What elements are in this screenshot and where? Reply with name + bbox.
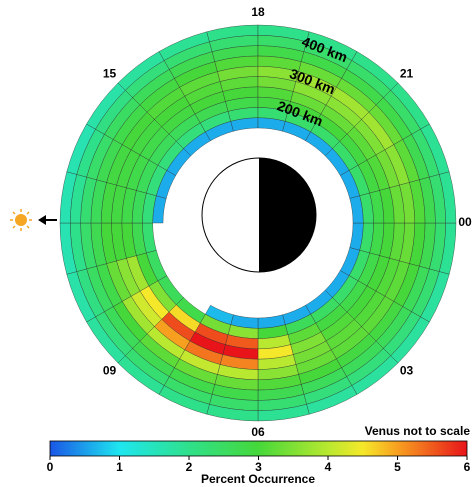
theta-tick-label: 09	[103, 364, 117, 378]
colorbar	[50, 441, 467, 456]
chart: Venus not to scale Percent Occurrence 18…	[0, 0, 474, 487]
colorbar-title: Percent Occurrence	[201, 472, 315, 486]
venus-night	[259, 158, 316, 272]
theta-tick-label: 18	[251, 5, 265, 19]
theta-tick-label: 00	[458, 215, 472, 229]
cbar-tick-label: 5	[394, 460, 401, 474]
venus	[202, 158, 316, 272]
page: {"chart_data": { "type": "polar_heatmap"…	[0, 0, 474, 487]
sun	[15, 214, 27, 226]
sun-icon	[10, 209, 57, 231]
sun-arrow-head	[38, 215, 46, 225]
theta-tick-label: 03	[400, 364, 414, 378]
note: Venus not to scale	[365, 424, 471, 438]
theta-tick-label: 06	[251, 425, 265, 439]
theta-tick-label: 15	[103, 67, 117, 81]
cbar-tick-label: 0	[47, 460, 54, 474]
theta-tick-label: 21	[400, 67, 414, 81]
cbar-tick-label: 2	[186, 460, 193, 474]
cbar-tick-label: 6	[464, 460, 471, 474]
cbar-tick-label: 4	[325, 460, 332, 474]
cbar-tick-label: 1	[116, 460, 123, 474]
cbar-tick-label: 3	[255, 460, 262, 474]
